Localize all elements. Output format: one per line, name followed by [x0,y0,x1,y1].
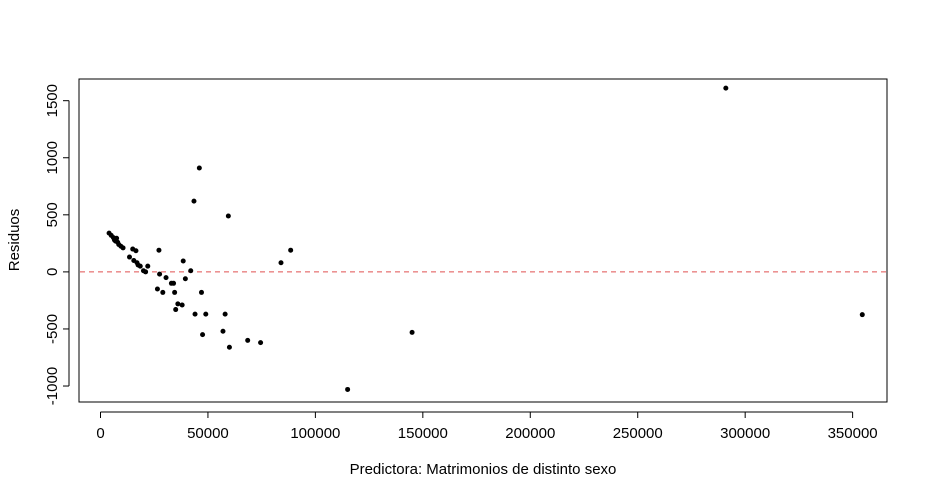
data-point [226,344,232,350]
y-tick-label: -500 [44,314,61,344]
y-tick-label: 500 [44,202,61,227]
x-tick-label: 100000 [290,425,340,442]
data-point [859,312,865,318]
data-point [171,280,177,286]
data-point [345,386,351,392]
x-tick-label: 50000 [187,425,229,442]
y-axis-title: Residuos [6,209,23,272]
data-point [196,165,202,171]
y-tick-label: 1000 [44,141,61,174]
data-point [180,258,186,264]
data-point [188,268,194,274]
data-point [258,340,264,346]
data-point [154,286,160,292]
data-point [157,271,163,277]
data-point [182,276,188,282]
y-tick-label: -1000 [44,367,61,405]
data-point [145,263,151,269]
data-point [114,235,120,241]
data-point [198,289,204,295]
data-point [245,337,251,343]
x-axis: 0 50000 100000 150000 200000 250000 300000 3500… [96,411,878,442]
data-point [191,198,197,204]
data-point [172,289,178,295]
data-points [106,85,865,392]
data-point [163,275,169,281]
x-tick-label: 200000 [505,425,555,442]
data-point [137,263,143,269]
data-point [127,254,132,260]
x-tick-label: 0 [96,425,104,442]
data-point [723,85,729,91]
data-point [156,247,162,253]
x-tick-label: 250000 [613,425,663,442]
data-point [143,269,149,275]
data-point [179,302,185,308]
data-point [160,289,166,295]
y-tick-label: 0 [44,268,61,276]
y-tick-label: 1500 [44,84,61,117]
data-point [175,301,181,307]
data-point [120,245,126,251]
data-point [288,247,294,253]
data-point [278,260,284,266]
y-axis: -1000 -500 0 500 1000 1500 [44,84,70,405]
data-point [220,328,226,334]
data-point [200,332,206,338]
x-tick-label: 300000 [720,425,770,442]
data-point [222,311,228,317]
x-tick-label: 150000 [398,425,448,442]
data-point [409,329,415,335]
plot-area-border [78,78,888,403]
data-point [173,307,179,313]
data-point [192,311,198,317]
data-point [203,311,209,317]
x-axis-title: Predictora: Matrimonios de distinto sexo [350,461,617,478]
data-point [225,213,231,219]
x-tick-label: 350000 [828,425,878,442]
data-point [133,248,139,254]
